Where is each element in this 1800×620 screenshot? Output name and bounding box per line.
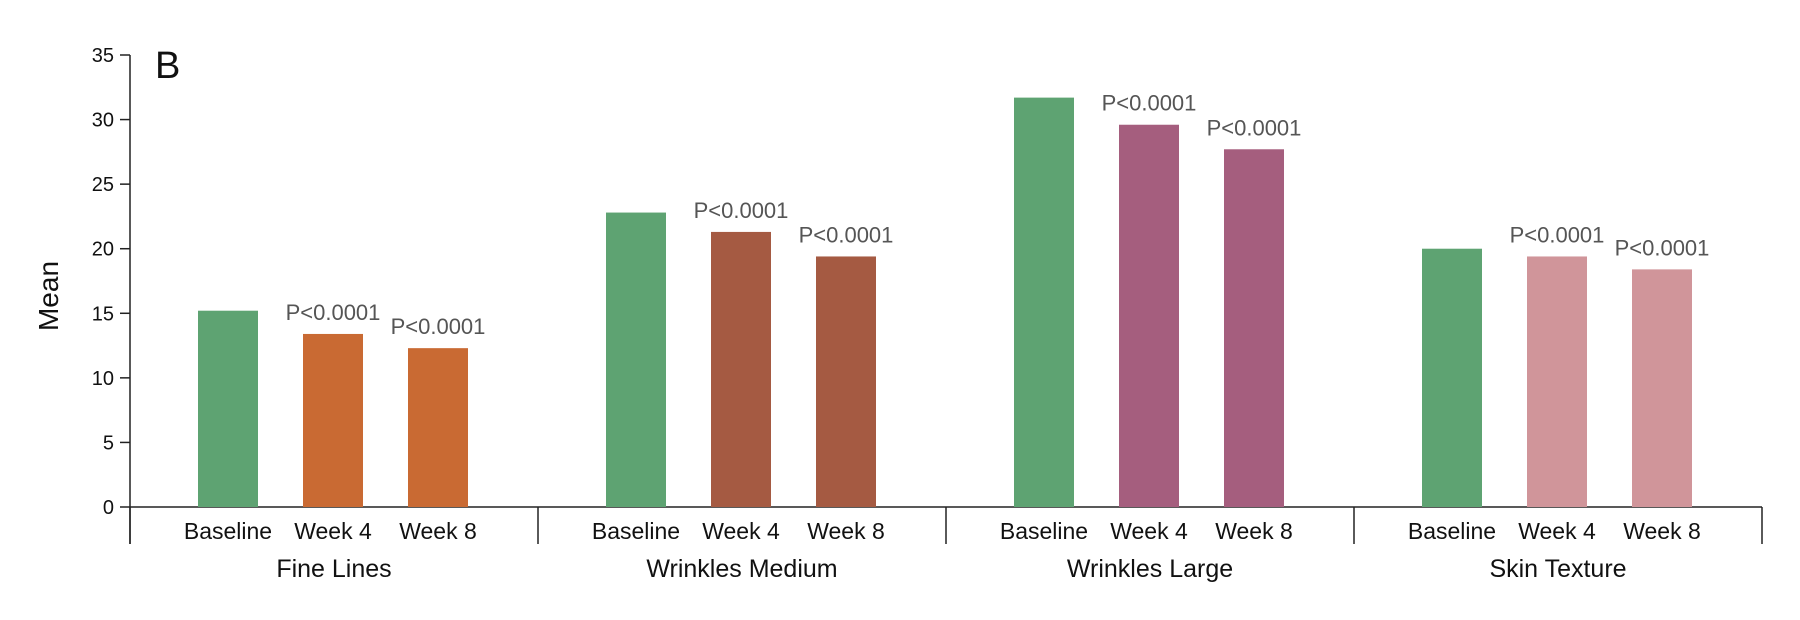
bar-fine-lines-baseline xyxy=(198,310,258,507)
bar-skin-texture-week-8 xyxy=(1632,269,1692,507)
bar-fine-lines-week-4 xyxy=(303,333,363,507)
x-tick-labels: Baseline Week 4 Week 8 Baseline Week 4 Week 8… xyxy=(184,518,1701,544)
group-label: Skin Texture xyxy=(1489,555,1626,583)
bars-layer xyxy=(198,97,1692,508)
y-tick-label: 0 xyxy=(103,497,114,519)
x-tick-label: Week 8 xyxy=(399,518,477,544)
x-tick-label: Week 8 xyxy=(1623,518,1701,544)
panel-label: B xyxy=(155,45,180,87)
group-label: Wrinkles Medium xyxy=(646,555,837,583)
x-tick-label: Week 8 xyxy=(1215,518,1293,544)
p-value-label: P<0.0001 xyxy=(391,314,486,339)
x-tick-label: Baseline xyxy=(1408,518,1496,544)
bar-wrinkles-medium-baseline xyxy=(606,212,666,507)
x-tick-label: Week 4 xyxy=(294,518,372,544)
p-value-label: P<0.0001 xyxy=(694,198,789,223)
x-tick-label: Baseline xyxy=(1000,518,1088,544)
y-tick-label: 25 xyxy=(92,174,114,196)
bar-wrinkles-large-week-4 xyxy=(1119,124,1179,507)
bar-skin-texture-week-4 xyxy=(1527,256,1587,507)
x-tick-label: Week 4 xyxy=(702,518,780,544)
bar-wrinkles-medium-week-4 xyxy=(711,231,771,507)
x-axis xyxy=(129,506,1763,544)
y-axis-title: Mean xyxy=(33,261,64,331)
group-label: Fine Lines xyxy=(276,555,391,583)
bar-skin-texture-baseline xyxy=(1422,248,1482,507)
p-value-label: P<0.0001 xyxy=(799,222,894,247)
p-value-label: P<0.0001 xyxy=(1102,91,1197,116)
y-tick-label: 20 xyxy=(92,239,114,261)
y-tick-label: 5 xyxy=(103,432,114,454)
y-tick-label: 15 xyxy=(92,303,114,325)
x-tick-label: Week 4 xyxy=(1110,518,1188,544)
x-tick-label: Week 4 xyxy=(1518,518,1596,544)
p-value-label: P<0.0001 xyxy=(1615,235,1710,260)
y-tick-label: 10 xyxy=(92,368,114,390)
y-tick-label: 30 xyxy=(92,110,114,132)
bar-wrinkles-medium-week-8 xyxy=(816,256,876,507)
p-value-label: P<0.0001 xyxy=(1207,115,1302,140)
bar-wrinkles-large-week-8 xyxy=(1224,149,1284,507)
p-value-label: P<0.0001 xyxy=(286,300,381,325)
y-axis: 0 5 10 15 20 25 30 35 xyxy=(92,45,131,544)
x-tick-label: Baseline xyxy=(184,518,272,544)
p-value-label: P<0.0001 xyxy=(1510,222,1605,247)
x-tick-label: Baseline xyxy=(592,518,680,544)
bar-fine-lines-week-8 xyxy=(408,348,468,507)
annotations-layer: P<0.0001 P<0.0001 P<0.0001 P<0.0001 P<0.0001… xyxy=(286,91,1710,339)
x-tick-label: Week 8 xyxy=(807,518,885,544)
group-label: Wrinkles Large xyxy=(1067,555,1233,583)
group-labels: Fine Lines Wrinkles Medium Wrinkles Large S… xyxy=(276,555,1626,583)
bar-wrinkles-large-baseline xyxy=(1014,97,1074,508)
y-tick-label: 35 xyxy=(92,45,114,67)
